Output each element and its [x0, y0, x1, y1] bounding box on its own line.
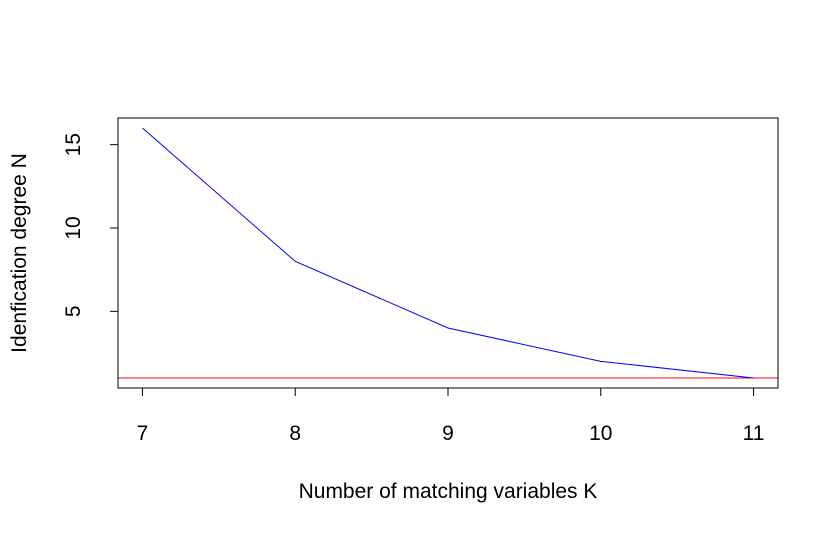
series-line-0 [142, 127, 754, 379]
y-tick-label: 10 [62, 216, 85, 239]
x-tick-label: 11 [743, 422, 765, 445]
y-axis-title: Idenfication degree N [8, 153, 31, 353]
plot-layer [118, 127, 778, 379]
x-tick-label: 9 [442, 422, 454, 445]
x-tick-label: 8 [289, 422, 301, 445]
x-tick-label: 7 [137, 422, 149, 445]
x-axis-title: Number of matching variables K [299, 480, 598, 503]
plot-frame [117, 117, 779, 389]
y-tick-label: 15 [62, 133, 85, 156]
y-tick-label: 5 [62, 305, 85, 317]
x-tick-label: 10 [589, 422, 612, 445]
